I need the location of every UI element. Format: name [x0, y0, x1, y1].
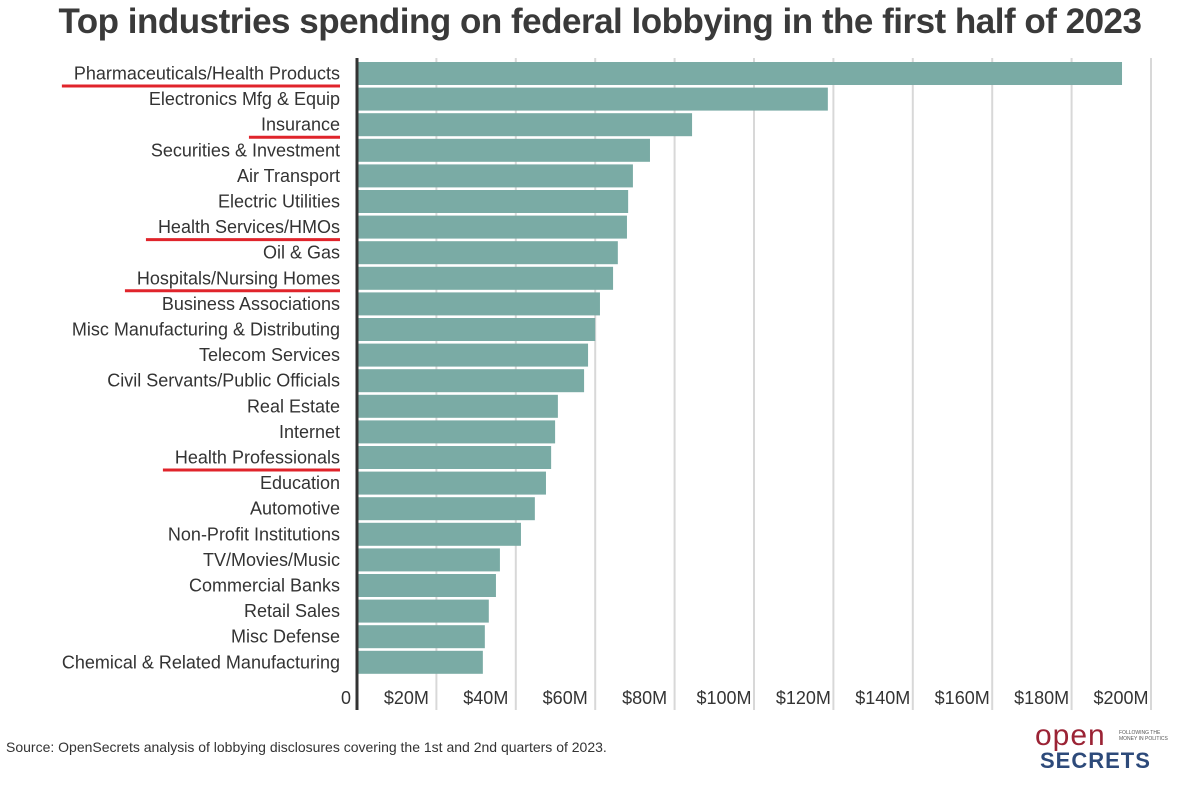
x-tick-label: 0: [341, 688, 351, 708]
bar: [357, 471, 546, 495]
bar: [357, 599, 489, 623]
bar: [357, 190, 629, 213]
bar: [357, 164, 633, 188]
bar: [357, 318, 596, 341]
bar-chart: 0 $20M $40M $60M $80M $100M $120M $140M $160M $18…: [62, 58, 1152, 710]
x-tick-label: $120M: [776, 688, 831, 708]
opensecrets-logo: open FOLLOWING THE MONEY IN POLITICS SEC…: [1035, 719, 1175, 775]
x-tick-label: $60M: [543, 688, 588, 708]
x-tick-label: $100M: [696, 688, 751, 708]
bar: [357, 62, 1123, 85]
category-label: Automotive: [250, 499, 340, 519]
bar: [357, 343, 589, 367]
bar: [357, 548, 500, 572]
bar: [357, 574, 496, 597]
bar: [357, 292, 600, 316]
logo-secrets: SECRETS: [1040, 748, 1151, 773]
category-label: Internet: [279, 422, 340, 442]
category-label: Civil Servants/Public Officials: [107, 371, 340, 391]
category-label: Education: [260, 473, 340, 493]
logo-open: open: [1035, 719, 1106, 752]
category-label: Real Estate: [247, 396, 340, 416]
bar: [357, 113, 693, 137]
bar: [357, 266, 614, 290]
logo-tagline: FOLLOWING THE MONEY IN POLITICS: [1119, 730, 1168, 742]
bar: [357, 394, 558, 418]
category-label: Chemical & Related Manufacturing: [62, 652, 340, 672]
bar: [357, 87, 828, 111]
x-tick-label: $20M: [384, 688, 429, 708]
bar: [357, 497, 535, 521]
bar: [357, 420, 556, 444]
chart-title: Top industries spending on federal lobby…: [58, 2, 1142, 41]
bar: [357, 369, 585, 393]
bar: [357, 138, 650, 162]
category-label: Securities & Investment: [151, 140, 340, 160]
category-label: TV/Movies/Music: [203, 550, 340, 570]
category-label: Retail Sales: [244, 601, 340, 621]
category-label: Misc Manufacturing & Distributing: [72, 320, 340, 340]
source-note: Source: OpenSecrets analysis of lobbying…: [6, 739, 607, 755]
category-label: Business Associations: [162, 294, 340, 314]
category-label: Non-Profit Institutions: [168, 524, 340, 544]
x-tick-label: $160M: [935, 688, 990, 708]
category-label: Telecom Services: [199, 345, 340, 365]
x-tick-label: $200M: [1093, 688, 1148, 708]
category-label: Electronics Mfg & Equip: [149, 89, 340, 109]
bar: [357, 650, 483, 674]
category-label: Insurance: [261, 115, 340, 135]
category-label: Air Transport: [237, 166, 340, 186]
category-label: Oil & Gas: [263, 243, 340, 263]
x-tick-label: $180M: [1014, 688, 1069, 708]
bar: [357, 241, 618, 265]
category-label: Electric Utilities: [218, 192, 340, 212]
category-label: Commercial Banks: [189, 576, 340, 596]
category-label: Pharmaceuticals/Health Products: [74, 64, 340, 84]
bar: [357, 215, 627, 239]
category-label: Hospitals/Nursing Homes: [137, 268, 340, 288]
x-tick-label: $80M: [622, 688, 667, 708]
bar: [357, 625, 485, 649]
x-tick-label: $40M: [463, 688, 508, 708]
category-label: Health Services/HMOs: [158, 217, 340, 237]
bar: [357, 522, 521, 546]
bar: [357, 446, 552, 469]
category-label: Health Professionals: [175, 448, 340, 468]
category-label: Misc Defense: [231, 627, 340, 647]
x-tick-label: $140M: [855, 688, 910, 708]
